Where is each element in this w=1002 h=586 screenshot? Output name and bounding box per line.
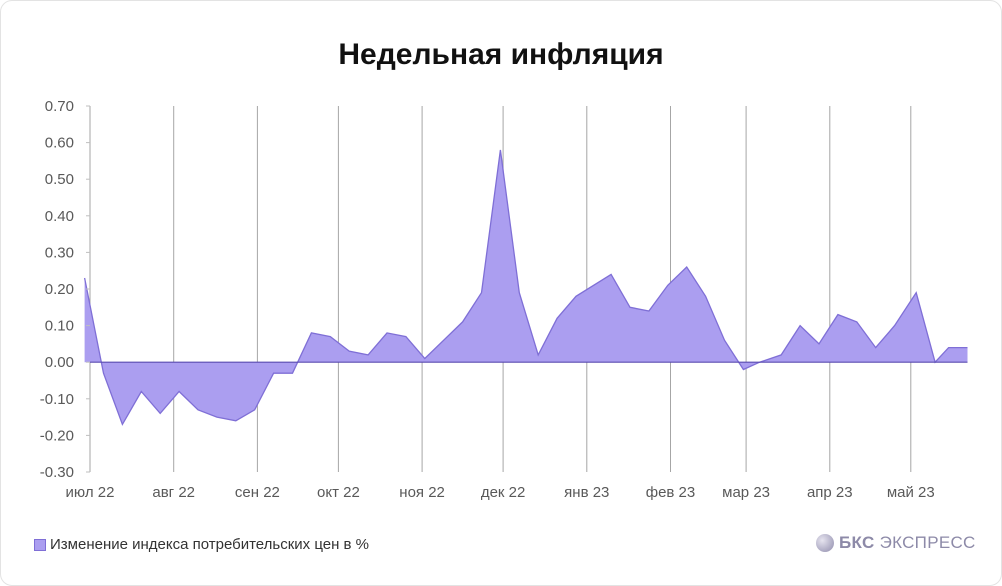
y-tick-label: 0.60 xyxy=(45,135,74,152)
legend: Изменение индекса потребительских цен в … xyxy=(34,536,369,553)
x-tick-label: янв 23 xyxy=(564,484,609,501)
bks-logo-icon xyxy=(816,534,834,552)
y-tick-label: 0.30 xyxy=(45,244,74,261)
x-tick-label: май 23 xyxy=(887,484,935,501)
y-tick-label: 0.10 xyxy=(45,318,74,335)
logo-word-bks: БКС xyxy=(839,533,875,552)
y-tick-label: 0.40 xyxy=(45,208,74,225)
logo-word-express: ЭКСПРЕСС xyxy=(879,533,976,552)
x-tick-label: фев 23 xyxy=(646,484,696,501)
x-tick-label: апр 23 xyxy=(807,484,853,501)
x-tick-label: ноя 22 xyxy=(399,484,445,501)
x-tick-label: окт 22 xyxy=(317,484,360,501)
series-area xyxy=(84,149,968,425)
y-tick-label: 0.20 xyxy=(45,281,74,298)
series-line xyxy=(83,149,968,426)
x-tick-label: июл 22 xyxy=(66,484,115,501)
bks-express-logo: БКС ЭКСПРЕСС xyxy=(816,533,976,553)
y-tick-label: 0.70 xyxy=(45,98,74,115)
y-tick-label: -0.10 xyxy=(40,391,74,408)
chart-title: Недельная инфляция xyxy=(338,38,664,71)
x-tick-label: сен 22 xyxy=(235,484,280,501)
legend-swatch xyxy=(34,538,46,551)
x-tick-label: мар 23 xyxy=(722,484,770,501)
x-tick-label: дек 22 xyxy=(481,484,526,501)
y-tick-label: -0.30 xyxy=(40,464,74,481)
legend-label: Изменение индекса потребительских цен в … xyxy=(50,536,370,553)
y-tick-label: 0.50 xyxy=(45,171,74,188)
y-tick-label: 0.00 xyxy=(45,354,74,371)
x-tick-label: авг 22 xyxy=(152,484,195,501)
y-tick-label: -0.20 xyxy=(40,427,74,444)
